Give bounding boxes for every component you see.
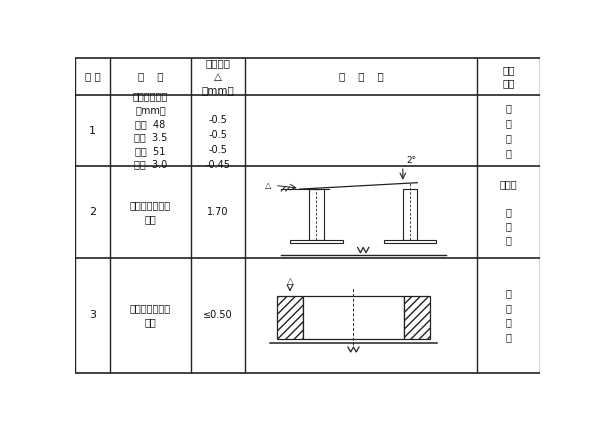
Text: 3: 3 — [89, 310, 96, 320]
Text: 示    意    图: 示 意 图 — [338, 72, 383, 81]
Text: △: △ — [287, 277, 293, 286]
Text: -0.5
-0.5
-0.5
-0.45: -0.5 -0.5 -0.5 -0.45 — [205, 115, 230, 170]
Text: 塞尺、

拐
角
尺: 塞尺、 拐 角 尺 — [500, 179, 517, 245]
Text: 检查
工具: 检查 工具 — [502, 65, 515, 88]
Bar — [290, 240, 343, 244]
Text: 1.70: 1.70 — [207, 207, 229, 217]
Text: 钢管外表面锈蚀
深度: 钢管外表面锈蚀 深度 — [130, 303, 171, 327]
Bar — [277, 296, 303, 339]
Bar — [404, 296, 430, 339]
Text: △: △ — [265, 181, 271, 190]
Bar — [384, 240, 436, 244]
Bar — [303, 296, 404, 339]
Bar — [309, 189, 323, 240]
Text: 1: 1 — [89, 126, 96, 135]
Bar — [403, 189, 418, 240]
Text: 游
标
卡
尺: 游 标 卡 尺 — [506, 104, 512, 158]
Text: 允许偏差
△
（mm）: 允许偏差 △ （mm） — [202, 58, 235, 95]
Text: 2°: 2° — [407, 155, 416, 164]
Text: 钢管两端面切斜
偏差: 钢管两端面切斜 偏差 — [130, 200, 171, 224]
Text: 项    目: 项 目 — [138, 72, 163, 81]
Text: 2: 2 — [89, 207, 96, 217]
Text: 游
标
卡
尺: 游 标 卡 尺 — [506, 288, 512, 343]
Text: 焊接钢管尺寸
（mm）
外径  48
壁厚  3.5
外径  51
壁厚  3.0: 焊接钢管尺寸 （mm） 外径 48 壁厚 3.5 外径 51 壁厚 3.0 — [133, 92, 168, 170]
Text: 序 号: 序 号 — [85, 72, 100, 81]
Text: ≤0.50: ≤0.50 — [203, 310, 233, 320]
